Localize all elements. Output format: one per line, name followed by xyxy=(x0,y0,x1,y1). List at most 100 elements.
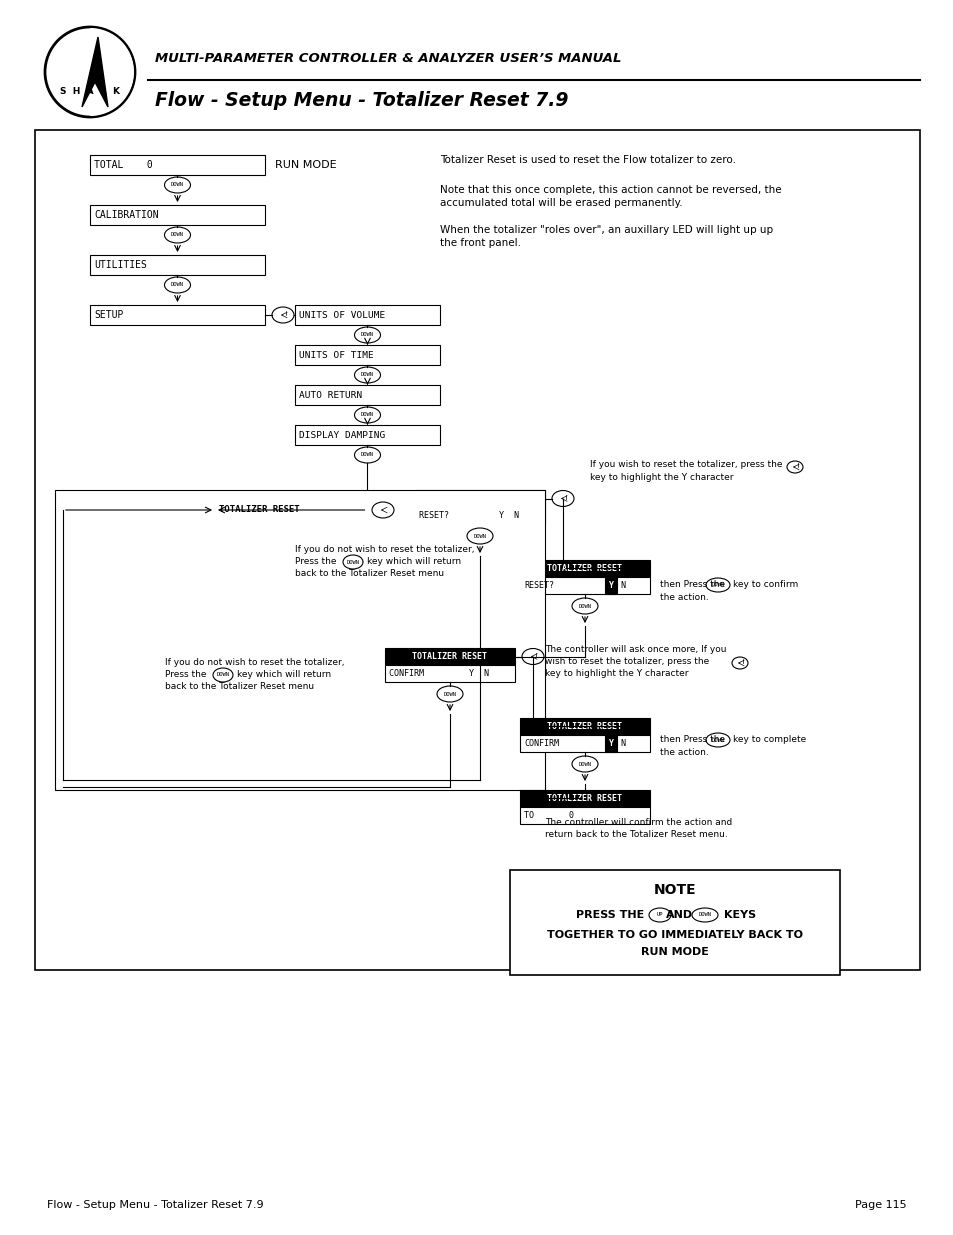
Text: Page 115: Page 115 xyxy=(855,1200,906,1210)
Text: Flow - Setup Menu - Totalizer Reset 7.9: Flow - Setup Menu - Totalizer Reset 7.9 xyxy=(47,1200,263,1210)
FancyBboxPatch shape xyxy=(415,490,544,508)
FancyBboxPatch shape xyxy=(214,500,365,520)
Text: N: N xyxy=(619,739,624,748)
FancyBboxPatch shape xyxy=(385,664,515,682)
Text: DOWN: DOWN xyxy=(360,412,374,417)
Text: the action.: the action. xyxy=(659,593,708,601)
Text: DOWN: DOWN xyxy=(216,673,230,678)
Text: TOGETHER TO GO IMMEDIATELY BACK TO: TOGETHER TO GO IMMEDIATELY BACK TO xyxy=(546,930,802,940)
Text: DOWN: DOWN xyxy=(711,583,723,588)
Text: key which will return: key which will return xyxy=(367,557,460,566)
FancyBboxPatch shape xyxy=(294,345,439,366)
Text: When the totalizer "roles over", an auxillary LED will light up up: When the totalizer "roles over", an auxi… xyxy=(439,225,772,235)
Text: return back to the Totalizer Reset menu.: return back to the Totalizer Reset menu. xyxy=(544,830,727,839)
Text: then Press the: then Press the xyxy=(659,580,724,589)
Text: DOWN: DOWN xyxy=(171,232,184,237)
Text: back to the Totalizer Reset menu: back to the Totalizer Reset menu xyxy=(165,682,314,692)
Text: Press the: Press the xyxy=(294,557,336,566)
Text: Note that this once complete, this action cannot be reversed, the: Note that this once complete, this actio… xyxy=(439,185,781,195)
Text: DOWN: DOWN xyxy=(578,762,591,767)
Text: TOTAL    0: TOTAL 0 xyxy=(94,161,152,170)
Text: DOWN: DOWN xyxy=(360,332,374,337)
Text: UP: UP xyxy=(656,913,662,918)
Text: DOWN: DOWN xyxy=(171,183,184,188)
FancyBboxPatch shape xyxy=(294,425,439,445)
Text: TO       0: TO 0 xyxy=(523,811,574,820)
FancyBboxPatch shape xyxy=(510,869,840,974)
Text: TOTALIZER RESET: TOTALIZER RESET xyxy=(547,722,622,731)
Text: Y: Y xyxy=(608,739,613,748)
FancyBboxPatch shape xyxy=(90,205,265,225)
Text: TOTALIZER RESET: TOTALIZER RESET xyxy=(547,564,622,573)
Text: then Press the: then Press the xyxy=(659,735,724,743)
FancyBboxPatch shape xyxy=(90,156,265,175)
Text: DOWN: DOWN xyxy=(360,373,374,378)
Text: NOTE: NOTE xyxy=(653,883,696,897)
Text: PRESS THE: PRESS THE xyxy=(576,910,643,920)
Text: accumulated total will be erased permanently.: accumulated total will be erased permane… xyxy=(439,198,682,207)
Text: wish to reset the totalizer, press the: wish to reset the totalizer, press the xyxy=(544,657,708,666)
Text: Totalizer Reset is used to reset the Flow totalizer to zero.: Totalizer Reset is used to reset the Flo… xyxy=(439,156,735,165)
Text: DOWN: DOWN xyxy=(360,452,374,457)
FancyBboxPatch shape xyxy=(604,577,617,594)
Text: DOWN: DOWN xyxy=(443,692,456,697)
Text: RESET?: RESET? xyxy=(523,580,554,590)
Text: UNITS OF VOLUME: UNITS OF VOLUME xyxy=(298,310,385,320)
Wedge shape xyxy=(90,28,133,116)
Text: Press the: Press the xyxy=(165,671,206,679)
Text: The controller will ask once more, If you: The controller will ask once more, If yo… xyxy=(544,645,726,655)
Text: TOTALIZER RESET: TOTALIZER RESET xyxy=(219,505,299,515)
Text: TOTALIZER RESET: TOTALIZER RESET xyxy=(412,652,487,661)
FancyBboxPatch shape xyxy=(385,648,515,664)
Text: key to highlight the Y character: key to highlight the Y character xyxy=(544,669,688,678)
Text: TOTALIZER RESET: TOTALIZER RESET xyxy=(547,794,622,803)
Text: DOWN: DOWN xyxy=(171,283,184,288)
Text: N: N xyxy=(619,580,624,590)
Text: DOWN: DOWN xyxy=(346,559,359,564)
FancyBboxPatch shape xyxy=(90,305,265,325)
Text: key which will return: key which will return xyxy=(236,671,331,679)
Polygon shape xyxy=(82,37,108,107)
Text: DOWN: DOWN xyxy=(698,913,711,918)
Text: UTILITIES: UTILITIES xyxy=(94,261,147,270)
Text: RUN MODE: RUN MODE xyxy=(640,947,708,957)
Text: UNITS OF TIME: UNITS OF TIME xyxy=(298,351,374,359)
Text: If you do not wish to reset the totalizer,: If you do not wish to reset the totalize… xyxy=(294,545,474,555)
Text: S  H  A  R  K: S H A R K xyxy=(60,88,120,96)
Text: key to confirm: key to confirm xyxy=(732,580,798,589)
FancyBboxPatch shape xyxy=(519,559,649,577)
Text: the front panel.: the front panel. xyxy=(439,238,520,248)
FancyBboxPatch shape xyxy=(519,735,649,752)
Text: DOWN: DOWN xyxy=(473,534,486,538)
Text: SETUP: SETUP xyxy=(94,310,123,320)
Text: the action.: the action. xyxy=(659,748,708,757)
FancyBboxPatch shape xyxy=(90,254,265,275)
FancyBboxPatch shape xyxy=(604,735,617,752)
FancyBboxPatch shape xyxy=(519,790,649,806)
FancyBboxPatch shape xyxy=(415,508,544,524)
Text: If you do not wish to reset the totalizer,: If you do not wish to reset the totalize… xyxy=(165,658,344,667)
Text: CONFIRM         Y  N: CONFIRM Y N xyxy=(389,669,489,678)
FancyBboxPatch shape xyxy=(294,305,439,325)
Text: key to complete: key to complete xyxy=(732,735,805,743)
Text: DOWN: DOWN xyxy=(711,737,723,742)
FancyBboxPatch shape xyxy=(35,130,919,969)
Text: Flow - Setup Menu - Totalizer Reset 7.9: Flow - Setup Menu - Totalizer Reset 7.9 xyxy=(154,90,568,110)
Text: RESET?          Y  N: RESET? Y N xyxy=(418,511,518,520)
Text: DISPLAY DAMPING: DISPLAY DAMPING xyxy=(298,431,385,440)
Text: If you wish to reset the totalizer, press the: If you wish to reset the totalizer, pres… xyxy=(589,459,781,469)
Text: back to the Totalizer Reset menu: back to the Totalizer Reset menu xyxy=(294,569,444,578)
Text: CALIBRATION: CALIBRATION xyxy=(94,210,158,220)
Text: AUTO RETURN: AUTO RETURN xyxy=(298,390,362,399)
FancyBboxPatch shape xyxy=(55,490,544,790)
FancyBboxPatch shape xyxy=(519,577,649,594)
Text: The controller will confirm the action and: The controller will confirm the action a… xyxy=(544,818,732,827)
Text: RUN MODE: RUN MODE xyxy=(274,161,336,170)
Text: MULTI-PARAMETER CONTROLLER & ANALYZER USER’S MANUAL: MULTI-PARAMETER CONTROLLER & ANALYZER US… xyxy=(154,52,620,64)
Text: KEYS: KEYS xyxy=(723,910,756,920)
FancyBboxPatch shape xyxy=(294,385,439,405)
Text: Y: Y xyxy=(608,580,613,590)
Text: DOWN: DOWN xyxy=(578,604,591,609)
FancyBboxPatch shape xyxy=(519,718,649,735)
FancyBboxPatch shape xyxy=(519,806,649,824)
